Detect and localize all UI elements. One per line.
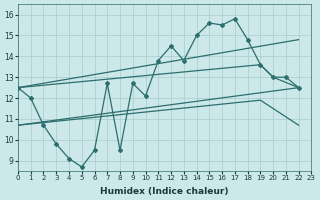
- X-axis label: Humidex (Indice chaleur): Humidex (Indice chaleur): [100, 187, 229, 196]
